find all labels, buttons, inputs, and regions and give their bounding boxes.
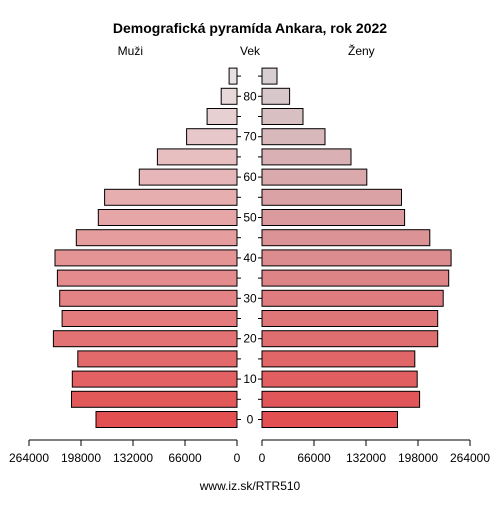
x-tick-label-left: 132000: [113, 451, 153, 465]
male-bar-40-44: [54, 249, 238, 267]
male-bar-10-14: [71, 370, 238, 388]
male-bar-85+: [228, 67, 238, 85]
female-bar-70-74: [261, 128, 326, 146]
male-bar-35-39: [56, 269, 238, 287]
age-label: 70: [243, 130, 257, 144]
x-tick-label-right: 66000: [297, 451, 331, 465]
age-label: 10: [243, 372, 257, 386]
footer-source: www.iz.sk/RTR510: [199, 479, 301, 493]
female-bar-85+: [261, 67, 278, 85]
female-bar-25-29: [261, 310, 439, 327]
male-bar-80-84: [220, 87, 238, 105]
right-series-label: Ženy: [348, 43, 375, 58]
x-tick-label-right: 0: [259, 451, 266, 465]
female-bar-50-54: [261, 209, 406, 226]
female-bar-5-9: [261, 390, 421, 408]
male-bar-50-54: [97, 209, 238, 226]
female-bar-75-79: [261, 108, 304, 125]
female-bar-30-34: [261, 289, 444, 307]
male-bar-45-49: [75, 229, 238, 247]
male-bar-5-9: [71, 390, 238, 408]
x-tick-label-left: 198000: [61, 451, 101, 465]
age-label: 30: [243, 291, 257, 305]
age-label: 80: [243, 89, 257, 103]
male-bar-0-4: [95, 411, 238, 428]
male-bar-20-24: [52, 330, 238, 348]
chart-title: Demografická pyramída Ankara, rok 2022: [113, 20, 387, 36]
female-bar-20-24: [261, 330, 439, 348]
x-tick-label-left: 0: [234, 451, 241, 465]
female-bar-10-14: [261, 370, 418, 388]
x-tick-label-left: 264000: [9, 451, 49, 465]
axes-layer: 0 10 20 30 40 50 60 70 80 264000 0 198000 66000 13200…: [9, 75, 490, 465]
center-axis-label: Vek: [240, 44, 261, 58]
age-label: 50: [243, 211, 257, 225]
x-tick-label-left: 66000: [168, 451, 202, 465]
x-tick-label-right: 132000: [346, 451, 386, 465]
male-bar-75-79: [206, 108, 238, 125]
female-bar-60-64: [261, 168, 368, 186]
female-bar-15-19: [261, 350, 416, 368]
male-bar-55-59: [104, 188, 238, 206]
left-series-label: Muži: [118, 44, 143, 58]
male-bar-15-19: [77, 350, 238, 368]
female-bar-80-84: [261, 87, 291, 105]
male-bar-25-29: [61, 310, 238, 327]
female-bar-40-44: [261, 249, 452, 267]
male-bar-70-74: [186, 128, 238, 146]
female-bar-55-59: [261, 188, 402, 206]
female-bar-65-69: [261, 148, 352, 166]
female-bar-45-49: [261, 229, 431, 247]
age-label: 0: [247, 413, 254, 427]
age-label: 60: [243, 170, 257, 184]
female-bar-35-39: [261, 269, 450, 287]
male-bar-60-64: [138, 168, 238, 186]
x-tick-label-right: 264000: [450, 451, 490, 465]
male-bar-30-34: [59, 289, 238, 307]
male-bar-65-69: [156, 148, 238, 166]
x-tick-label-right: 198000: [398, 451, 438, 465]
age-label: 20: [243, 332, 257, 346]
female-bar-0-4: [261, 411, 398, 428]
age-label: 40: [243, 251, 257, 265]
